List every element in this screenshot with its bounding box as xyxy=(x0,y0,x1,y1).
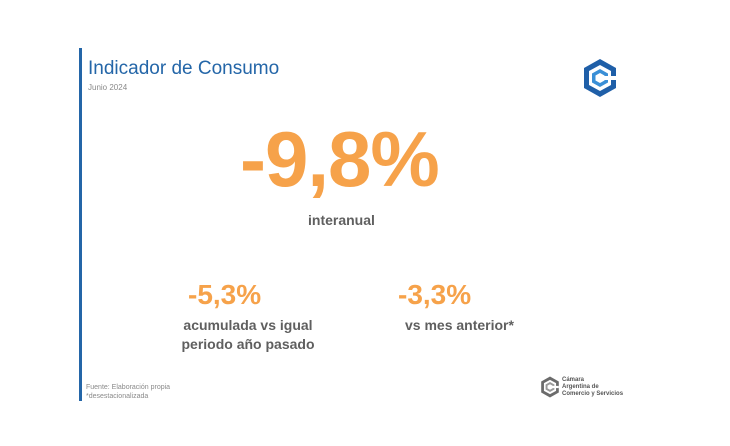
stat-monthly-label: vs mes anterior* xyxy=(405,317,514,333)
footer: Fuente: Elaboración propia *desestaciona… xyxy=(86,383,170,401)
stat-monthly-value: -3,3% xyxy=(398,279,472,310)
footer-note: *desestacionalizada xyxy=(86,393,149,400)
logo-text: Cámara Argentina de Comercio y Servicios xyxy=(562,377,623,398)
logo-text-line1: Cámara xyxy=(562,377,585,383)
accent-bar xyxy=(79,48,82,401)
page-subtitle: Junio 2024 xyxy=(88,83,128,92)
page-title: Indicador de Consumo xyxy=(88,58,280,79)
stat-accumulated-label: acumulada vs igual periodo año pasado xyxy=(168,316,328,354)
logo-text-line3: Comercio y Servicios xyxy=(562,391,624,397)
main-stat-label: interanual xyxy=(308,212,375,228)
cac-logo-icon xyxy=(584,59,616,97)
logo-text-line2: Argentina de xyxy=(562,384,599,390)
stat-accumulated-label-line2: periodo año pasado xyxy=(181,336,315,352)
main-stat-value: -9,8% xyxy=(240,115,440,203)
cac-logo-small-icon xyxy=(541,376,559,398)
stat-accumulated-label-line1: acumulada vs igual xyxy=(183,317,313,333)
stat-accumulated-value: -5,3% xyxy=(188,279,262,310)
footer-source: Fuente: Elaboración propia xyxy=(86,384,171,391)
